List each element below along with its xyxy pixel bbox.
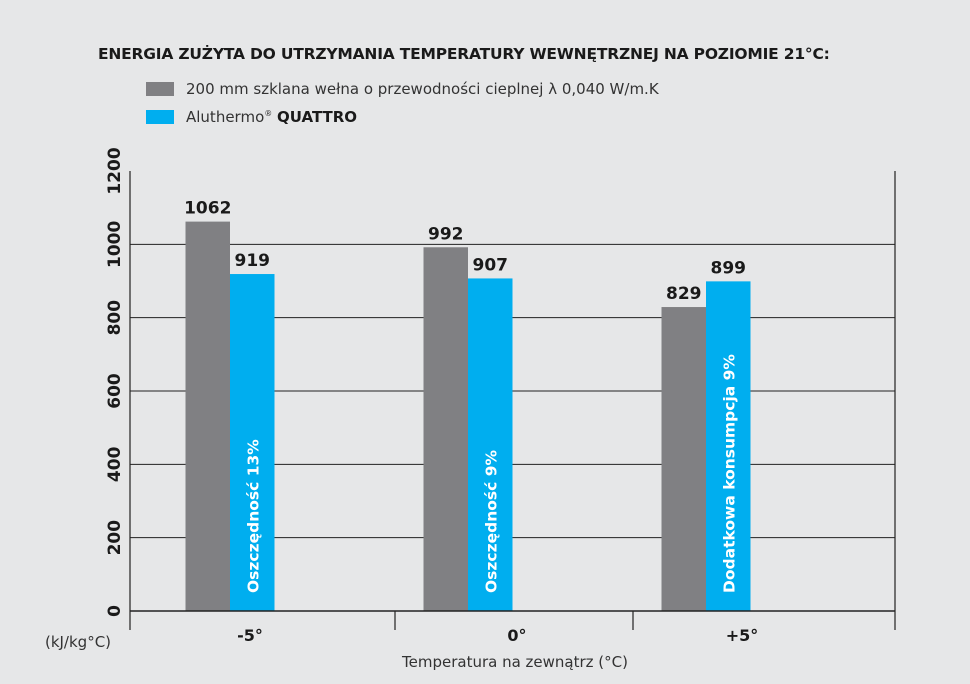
x-axis-title: Temperatura na zewnątrz (°C) [401, 653, 628, 671]
x-tick-label: +5° [726, 626, 759, 645]
bar-glass-wool [185, 221, 230, 611]
bar-annotation: Oszczędność 9% [482, 449, 500, 593]
legend-label: Aluthermo® QUATTRO [186, 108, 358, 126]
legend-item-glass-wool: 200 mm szklana wełna o przewodności ciep… [146, 80, 659, 98]
y-tick-label: 1000 [105, 221, 125, 268]
y-tick-label: 200 [105, 520, 125, 556]
chart-title: ENERGIA ZUŻYTA DO UTRZYMANIA TEMPERATURY… [98, 45, 830, 63]
data-label: 829 [666, 284, 702, 304]
bar-glass-wool [661, 307, 706, 611]
bar-aluthermo [230, 274, 275, 611]
data-label: 899 [711, 258, 747, 278]
y-tick-label: 800 [105, 300, 125, 336]
bar-annotation: Dodatkowa konsumpcja 9% [720, 354, 738, 593]
legend-label: 200 mm szklana wełna o przewodności ciep… [186, 80, 659, 98]
y-tick-label: 0 [105, 605, 125, 617]
legend-swatch-blue [146, 110, 174, 124]
data-label: 1062 [184, 199, 231, 219]
data-label: 907 [473, 255, 509, 275]
y-tick-label: 600 [105, 373, 125, 409]
legend-swatch-gray [146, 82, 174, 96]
legend-item-aluthermo: Aluthermo® QUATTRO [146, 108, 357, 126]
y-axis-unit: (kJ/kg°C) [45, 633, 111, 651]
bar-aluthermo [706, 281, 751, 611]
bar-annotation: Oszczędność 13% [244, 439, 262, 593]
x-tick-label: -5° [237, 626, 263, 645]
data-label: 992 [428, 224, 464, 244]
bar-aluthermo [468, 278, 513, 611]
y-tick-label: 1200 [105, 147, 125, 194]
y-tick-label: 400 [105, 446, 125, 482]
x-tick-label: 0° [507, 626, 526, 645]
bar-glass-wool [423, 247, 468, 611]
data-label: 919 [235, 251, 271, 271]
